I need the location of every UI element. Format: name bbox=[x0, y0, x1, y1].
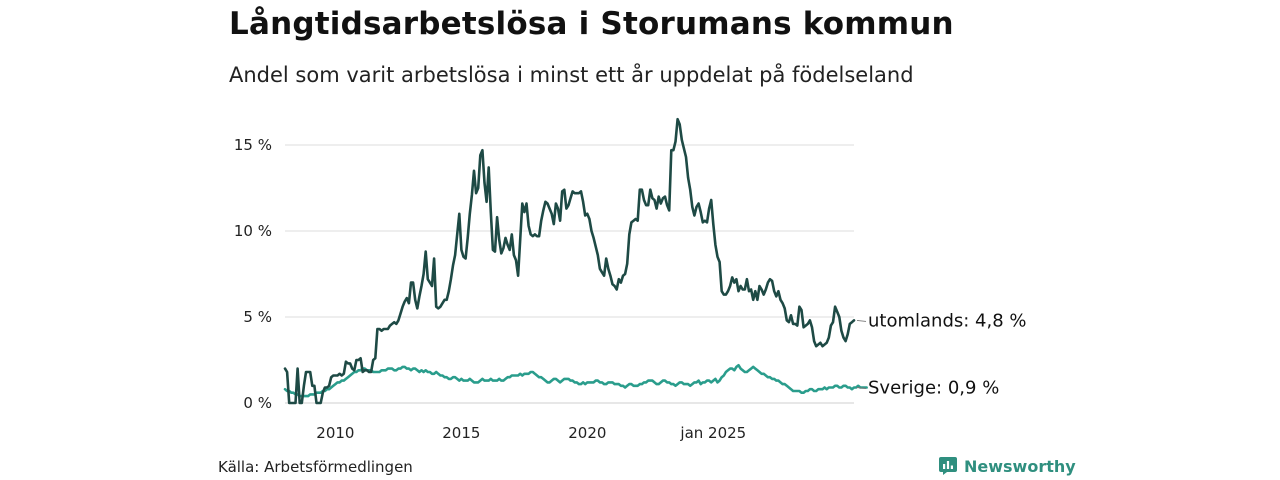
x-tick-label: jan 2025 bbox=[679, 424, 746, 442]
x-tick-label: 2015 bbox=[442, 424, 480, 442]
brand-name: Newsworthy bbox=[964, 456, 1076, 476]
grid-lines bbox=[285, 144, 854, 404]
series-line-utomlands bbox=[283, 117, 856, 405]
end-label-sverige: Sverige: 0,9 % bbox=[868, 378, 999, 399]
y-tick-label: 5 % bbox=[243, 308, 272, 326]
y-axis: 0 % 5 % 10 % 15 % bbox=[234, 136, 272, 412]
y-tick-label: 0 % bbox=[243, 394, 272, 412]
x-axis: 2010 2015 2020 jan 2025 bbox=[316, 424, 746, 442]
end-label-leader bbox=[856, 319, 867, 322]
end-label-leader bbox=[856, 387, 867, 390]
brand-logo[interactable]: Newsworthy bbox=[938, 456, 1076, 476]
source-note: Källa: Arbetsförmedlingen bbox=[218, 458, 413, 476]
newsworthy-logo-icon bbox=[939, 457, 957, 475]
series-line-sverige bbox=[283, 363, 868, 398]
chart-subtitle: Andel som varit arbetslösa i minst ett å… bbox=[229, 63, 914, 87]
x-tick-label: 2020 bbox=[568, 424, 606, 442]
series-lines bbox=[283, 117, 868, 405]
chart-title: Långtidsarbetslösa i Storumans kommun bbox=[229, 6, 954, 42]
end-labels: utomlands: 4,8 % Sverige: 0,9 % bbox=[856, 310, 1027, 399]
end-label-utomlands: utomlands: 4,8 % bbox=[868, 310, 1027, 331]
x-tick-label: 2010 bbox=[316, 424, 354, 442]
y-tick-label: 15 % bbox=[234, 136, 272, 154]
y-tick-label: 10 % bbox=[234, 222, 272, 240]
